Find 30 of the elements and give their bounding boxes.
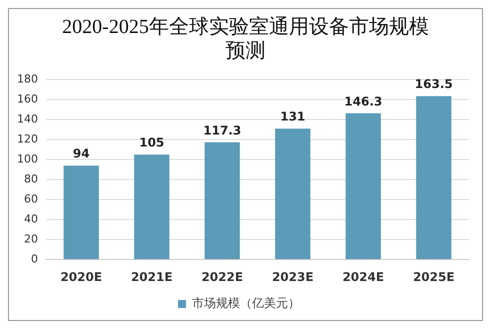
legend-label: 市场规模（亿美元） xyxy=(192,296,300,310)
y-tick-label: 60 xyxy=(24,192,38,206)
bar xyxy=(134,154,170,260)
bar xyxy=(64,166,99,260)
x-tick-label: 2025E xyxy=(412,270,455,284)
x-tick-label: 2024E xyxy=(342,270,384,284)
chart-title: 2020-2025年全球实验室通用设备市场规模预测 xyxy=(61,15,430,64)
x-tick-label: 2021E xyxy=(130,270,173,284)
x-tick-label: 2020E xyxy=(60,270,102,284)
x-tick-label: 2023E xyxy=(272,270,314,284)
x-tick-label: 2022E xyxy=(201,270,244,284)
data-label: 117.3 xyxy=(203,123,242,138)
bar xyxy=(416,96,452,260)
y-tick-label: 180 xyxy=(16,72,38,86)
y-tick-label: 40 xyxy=(24,212,38,226)
data-label: 163.5 xyxy=(414,77,453,92)
y-tick-label: 80 xyxy=(24,172,38,186)
bar xyxy=(204,142,240,260)
y-tick-label: 120 xyxy=(16,132,38,146)
y-tick-label: 100 xyxy=(16,152,38,166)
data-label: 131 xyxy=(280,110,306,124)
data-label: 105 xyxy=(139,136,164,150)
data-label: 94 xyxy=(72,146,90,161)
y-tick-label: 0 xyxy=(30,252,38,266)
data-label: 146.3 xyxy=(344,94,382,108)
bar xyxy=(275,128,310,260)
y-tick-label: 160 xyxy=(16,92,38,106)
bar xyxy=(346,113,381,260)
y-tick-label: 140 xyxy=(16,112,38,126)
y-tick-label: 20 xyxy=(24,232,38,246)
